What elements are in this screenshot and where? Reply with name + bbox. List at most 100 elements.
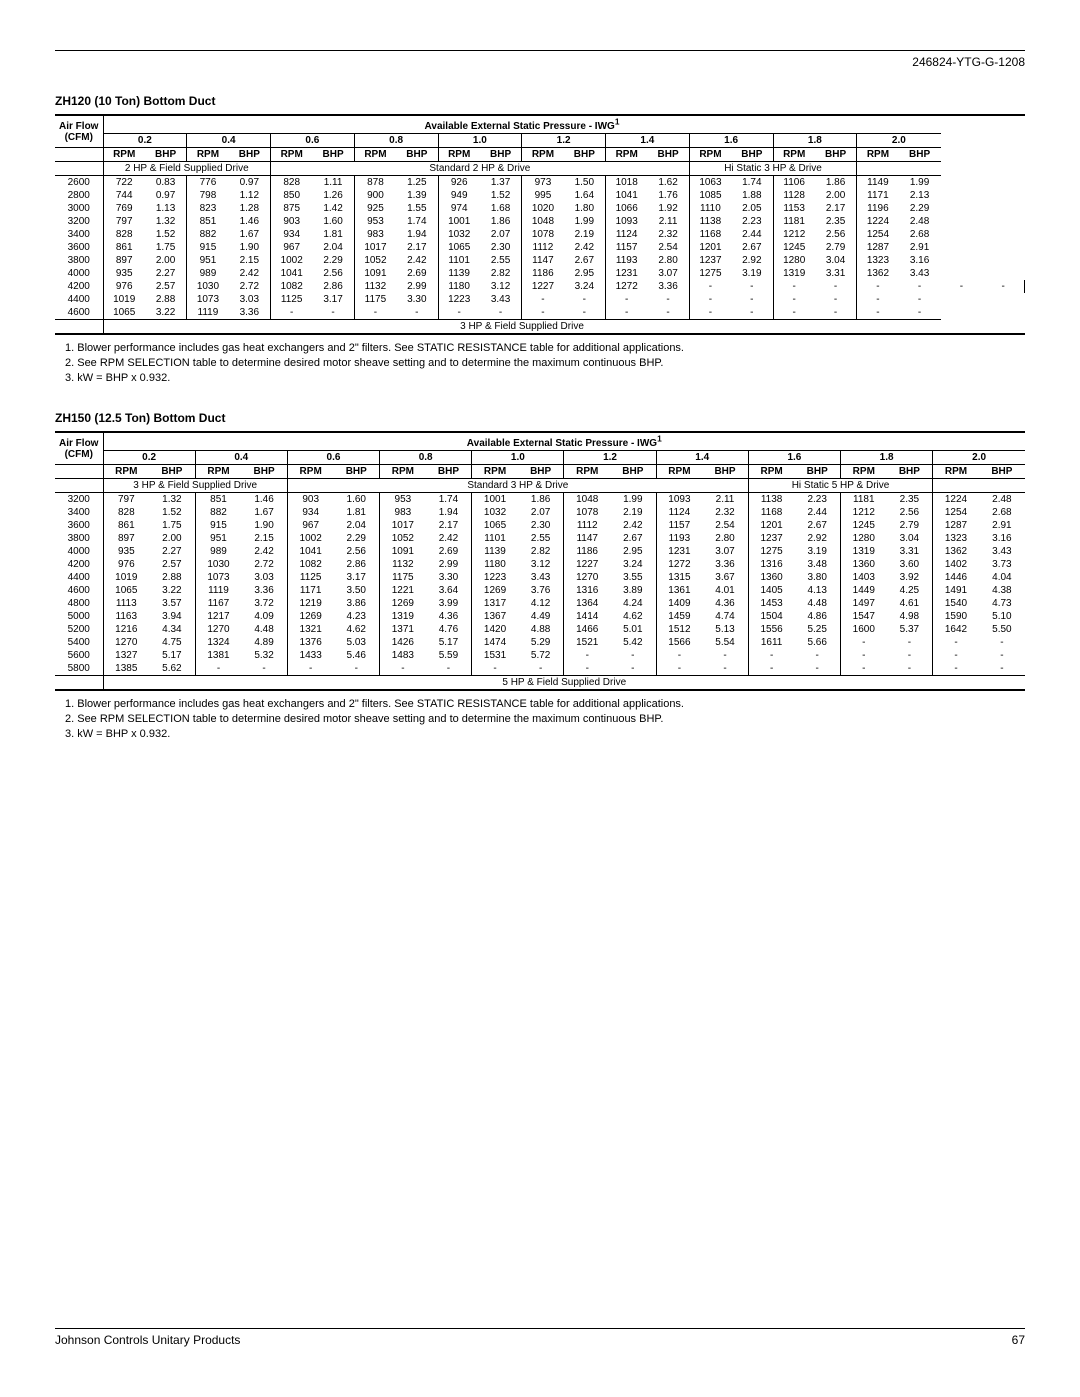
- bhp-cell: -: [815, 293, 857, 306]
- band-left: 2 HP & Field Supplied Drive: [103, 162, 271, 176]
- rpm-cell: 1113: [103, 597, 149, 610]
- rpm-cell: 953: [354, 215, 396, 228]
- bhp-cell: 3.22: [149, 584, 195, 597]
- rpm-cell: 1223: [472, 571, 518, 584]
- rpm-cell: 1224: [933, 493, 979, 507]
- bhp-cell: 4.62: [333, 623, 379, 636]
- note-line: 2. See RPM SELECTION table to determine …: [65, 356, 1025, 371]
- rpm-cell: 1280: [841, 532, 887, 545]
- bhp-cell: 2.42: [564, 241, 606, 254]
- bhp-cell: 2.04: [333, 519, 379, 532]
- rpm-cell: 1287: [857, 241, 899, 254]
- cfm-cell: 5200: [55, 623, 103, 636]
- rpm-cell: -: [773, 293, 815, 306]
- rpm-cell: 722: [103, 176, 145, 190]
- bhp-cell: 1.74: [731, 176, 773, 190]
- bhp-cell: 3.31: [887, 545, 933, 558]
- rpm-cell: 1433: [287, 649, 333, 662]
- bhp-cell: 2.88: [149, 571, 195, 584]
- bhp-cell: 2.55: [518, 532, 564, 545]
- bhp-header: BHP: [979, 465, 1025, 479]
- rpm-cell: 1590: [933, 610, 979, 623]
- bhp-cell: 2.88: [145, 293, 187, 306]
- rpm-cell: 1402: [933, 558, 979, 571]
- bhp-cell: 0.97: [229, 176, 271, 190]
- rpm-cell: 1163: [103, 610, 149, 623]
- rpm-cell: 1149: [857, 176, 899, 190]
- bhp-cell: 4.25: [887, 584, 933, 597]
- rpm-cell: 1323: [857, 254, 899, 267]
- pressure-col-1.8: 1.8: [841, 451, 933, 465]
- rpm-cell: 1020: [522, 202, 564, 215]
- rpm-cell: 1466: [564, 623, 610, 636]
- rpm-header: RPM: [606, 148, 648, 162]
- bhp-cell: 3.36: [241, 584, 287, 597]
- bhp-header: BHP: [333, 465, 379, 479]
- rpm-cell: 1032: [472, 506, 518, 519]
- rpm-cell: 1426: [380, 636, 426, 649]
- rpm-cell: 1270: [564, 571, 610, 584]
- bhp-cell: 2.56: [312, 267, 354, 280]
- bhp-cell: -: [610, 662, 656, 676]
- bhp-cell: 4.48: [241, 623, 287, 636]
- rpm-cell: 1362: [933, 545, 979, 558]
- bhp-header: BHP: [149, 465, 195, 479]
- bhp-cell: 2.44: [731, 228, 773, 241]
- rpm-cell: 1171: [287, 584, 333, 597]
- bhp-cell: 4.38: [979, 584, 1025, 597]
- rpm-cell: 1231: [656, 545, 702, 558]
- bhp-cell: 2.35: [815, 215, 857, 228]
- bhp-cell: 4.61: [887, 597, 933, 610]
- rpm-cell: 967: [287, 519, 333, 532]
- bhp-header: BHP: [731, 148, 773, 162]
- rpm-cell: 1362: [857, 267, 899, 280]
- rpm-cell: 1409: [656, 597, 702, 610]
- rpm-cell: 1364: [564, 597, 610, 610]
- rpm-cell: -: [606, 306, 648, 320]
- bhp-cell: 3.24: [610, 558, 656, 571]
- rpm-cell: 1193: [606, 254, 648, 267]
- rpm-cell: 823: [187, 202, 229, 215]
- rpm-cell: 1319: [841, 545, 887, 558]
- rpm-cell: 1381: [195, 649, 241, 662]
- rpm-cell: 1181: [841, 493, 887, 507]
- pressure-col-0.6: 0.6: [271, 134, 355, 148]
- bhp-cell: -: [702, 649, 748, 662]
- airflow-header-spacer: [55, 465, 103, 479]
- bhp-cell: 3.72: [241, 597, 287, 610]
- rpm-cell: 1119: [195, 584, 241, 597]
- bhp-cell: 1.37: [480, 176, 522, 190]
- rpm-cell: 974: [438, 202, 480, 215]
- bhp-cell: 2.48: [979, 493, 1025, 507]
- band-right: Hi Static 3 HP & Drive: [689, 162, 857, 176]
- rpm-cell: 1566: [656, 636, 702, 649]
- bhp-cell: 2.95: [564, 267, 606, 280]
- rpm-cell: 828: [103, 228, 145, 241]
- rpm-cell: 925: [354, 202, 396, 215]
- rpm-cell: 935: [103, 267, 145, 280]
- bhp-cell: 5.01: [610, 623, 656, 636]
- rpm-cell: -: [933, 662, 979, 676]
- rpm-cell: 1317: [472, 597, 518, 610]
- rpm-cell: 1017: [380, 519, 426, 532]
- rpm-cell: 1065: [472, 519, 518, 532]
- bhp-cell: 1.13: [145, 202, 187, 215]
- bhp-cell: 4.62: [610, 610, 656, 623]
- bhp-cell: 2.79: [887, 519, 933, 532]
- bhp-cell: 3.30: [426, 571, 472, 584]
- rpm-cell: -: [773, 280, 815, 293]
- bhp-cell: 3.04: [815, 254, 857, 267]
- cfm-cell: 4400: [55, 571, 103, 584]
- rpm-cell: -: [748, 662, 794, 676]
- bhp-cell: 3.43: [518, 571, 564, 584]
- rpm-cell: 1270: [103, 636, 149, 649]
- pressure-col-2.0: 2.0: [933, 451, 1025, 465]
- bhp-cell: 2.72: [241, 558, 287, 571]
- rpm-cell: 1491: [933, 584, 979, 597]
- bhp-cell: 5.29: [518, 636, 564, 649]
- rpm-cell: 1212: [773, 228, 815, 241]
- bhp-cell: 1.90: [241, 519, 287, 532]
- bhp-cell: 1.75: [145, 241, 187, 254]
- cfm-cell: 3800: [55, 532, 103, 545]
- bhp-cell: 1.67: [229, 228, 271, 241]
